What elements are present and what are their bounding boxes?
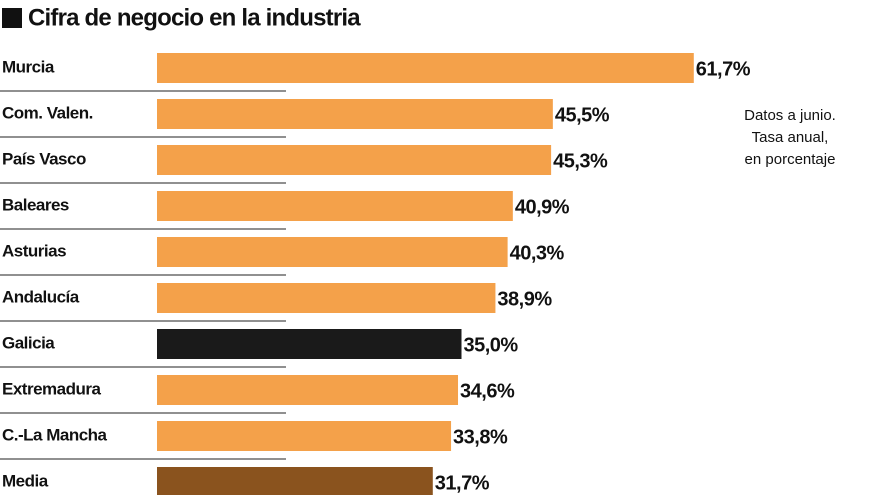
bar [157, 375, 459, 405]
category-label: Baleares [2, 195, 69, 214]
annotation: en porcentaje [745, 151, 836, 168]
category-label: Media [2, 471, 49, 490]
value-label: 35,0% [464, 334, 519, 356]
category-label: Murcia [2, 57, 55, 76]
category-label: País Vasco [2, 149, 86, 168]
bar [157, 421, 452, 451]
value-label: 40,9% [515, 196, 570, 218]
annotation: Datos a junio. [744, 107, 836, 124]
value-label: 34,6% [460, 380, 515, 402]
value-label: 40,3% [510, 242, 565, 264]
category-label: Galicia [2, 333, 55, 352]
bar [157, 237, 508, 267]
bar [157, 283, 496, 313]
value-label: 33,8% [453, 426, 508, 448]
title-marker [2, 8, 22, 28]
annotation: Tasa anual, [752, 129, 829, 146]
bar [157, 329, 462, 359]
bar [157, 467, 433, 495]
value-label: 61,7% [696, 58, 751, 80]
category-label: Com. Valen. [2, 103, 93, 122]
bar [157, 191, 513, 221]
value-label: 45,3% [553, 150, 608, 172]
value-label: 38,9% [497, 288, 552, 310]
bar [157, 53, 694, 83]
bar [157, 99, 553, 129]
chart-title: Cifra de negocio en la industria [28, 4, 361, 31]
bar [157, 145, 552, 175]
category-label: Extremadura [2, 379, 101, 398]
category-label: Asturias [2, 241, 66, 260]
category-label: Andalucía [2, 287, 80, 306]
category-label: C.-La Mancha [2, 425, 108, 444]
value-label: 31,7% [435, 472, 490, 494]
value-label: 45,5% [555, 104, 610, 126]
